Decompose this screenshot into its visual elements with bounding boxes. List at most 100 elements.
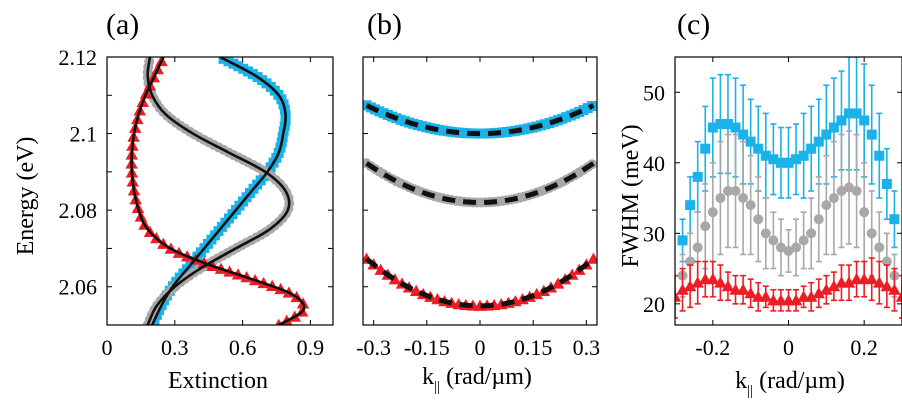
marker-c-cyan (813, 136, 824, 147)
marker-c-gray (760, 228, 771, 239)
marker-c-red (812, 287, 826, 299)
y-tick-label-c-3: 50 (643, 80, 665, 105)
y-tick-label-a-6: 2.12 (59, 45, 98, 70)
marker-c-red (676, 283, 689, 295)
marker-c-gray (692, 242, 703, 253)
x-tick-label-b-2: 0 (475, 335, 486, 360)
marker-c-gray (859, 207, 870, 218)
marker-c-red (744, 287, 757, 299)
marker-c-red (827, 279, 841, 292)
marker-c-gray (881, 256, 892, 267)
marker-c-cyan (791, 154, 802, 165)
x-tick-label-a-0: 0 (102, 335, 113, 360)
panel-label-c: (c) (677, 8, 710, 41)
marker-c-gray (828, 193, 839, 204)
marker-c-red (683, 279, 697, 292)
marker-c-cyan (881, 178, 892, 189)
marker-c-red (691, 276, 704, 288)
marker-c-gray (715, 193, 726, 204)
panel-a: 0 0.3 0.6 0.9 2.06 2.08 2.1 2.12 (59, 45, 334, 360)
marker-c-red (888, 283, 901, 295)
marker-c-cyan (798, 150, 809, 161)
marker-c-cyan (700, 143, 711, 154)
marker-b-red (551, 277, 565, 289)
marker-c-cyan (806, 143, 817, 154)
marker-c-cyan (753, 143, 764, 154)
marker-c-red (675, 290, 682, 302)
marker-c-red (804, 290, 818, 302)
marker-c-gray (753, 214, 764, 225)
marker-c-cyan (692, 171, 703, 182)
marker-c-gray (821, 200, 832, 211)
marker-c-gray (851, 186, 862, 196)
x-axis-title-b-unit: (rad/µm) (446, 364, 532, 390)
marker-c-gray (791, 242, 802, 253)
marker-c-gray (783, 245, 794, 256)
marker-c-red (895, 290, 902, 302)
marker-c-gray (866, 228, 877, 239)
fit-line-b-gray (365, 161, 595, 205)
marker-c-cyan (859, 115, 870, 126)
marker-c-cyan (874, 150, 885, 161)
marker-c-cyan (866, 129, 877, 140)
marker-a-cyan (218, 57, 229, 64)
marker-c-red (706, 272, 720, 285)
fit-line-b-red (364, 256, 596, 309)
marker-c-cyan (851, 108, 862, 119)
y-tick-label-c-0: 20 (643, 292, 665, 317)
fit-line-a-gray (146, 57, 291, 325)
marker-c-cyan (775, 157, 786, 168)
marker-c-cyan (836, 115, 847, 126)
marker-c-cyan (844, 108, 855, 119)
x-tick-label-c-0: -0.2 (695, 335, 730, 360)
panel-label-b: (b) (367, 8, 402, 41)
y-axis-title-c: FWHM (meV) (618, 124, 644, 267)
marker-c-gray (685, 256, 696, 267)
plot-area-c (675, 57, 902, 319)
y-tick-label-a-2: 2.08 (59, 198, 98, 223)
marker-c-gray (738, 193, 749, 204)
x-tick-label-b-4: 0.3 (573, 335, 601, 360)
marker-c-gray (722, 186, 733, 196)
marker-c-red (789, 294, 803, 306)
marker-c-gray (813, 214, 824, 225)
marker-c-red (736, 283, 750, 295)
marker-c-red (842, 276, 856, 288)
x-tick-label-a-1: 0.3 (161, 335, 189, 360)
plot-area-b (363, 100, 597, 311)
marker-c-gray (745, 200, 756, 211)
x-tick-label-b-1: -0.15 (404, 335, 450, 360)
x-axis-title-b-sub: || (434, 379, 440, 395)
panel-c: -0.2 0 0.2 20 30 40 50 (643, 56, 902, 360)
x-axis-title-c: k|| (rad/µm) (735, 368, 845, 399)
marker-c-cyan (768, 154, 779, 165)
x-tick-label-a-3: 0.9 (297, 335, 325, 360)
x-axis-title-c-sub: || (747, 383, 753, 399)
fit-line-a-red (130, 57, 306, 325)
x-tick-label-b-3: 0.15 (514, 335, 553, 360)
panel-b: -0.3 -0.15 0 0.15 0.3 (356, 56, 601, 360)
marker-c-cyan (821, 129, 832, 140)
marker-c-gray (844, 182, 855, 193)
y-tick-label-c-2: 40 (643, 151, 665, 176)
marker-c-gray (798, 235, 809, 246)
marker-c-cyan (730, 122, 741, 133)
marker-c-cyan (889, 214, 900, 225)
marker-c-gray (768, 235, 779, 246)
x-axis-title-a: Extinction (168, 368, 268, 394)
marker-c-cyan (715, 119, 726, 129)
marker-c-red (873, 276, 886, 288)
fit-line-b-cyan (365, 103, 595, 137)
plot-frame-a (106, 56, 334, 326)
marker-c-red (714, 276, 727, 288)
marker-b-red (587, 252, 597, 264)
marker-c-gray (836, 186, 847, 196)
x-tick-label-c-1: 0 (783, 335, 794, 360)
marker-c-cyan (738, 129, 749, 140)
x-axis-title-b: k|| (rad/µm) (422, 364, 532, 395)
marker-c-gray (730, 186, 741, 196)
marker-c-cyan (745, 136, 756, 147)
marker-c-cyan (828, 122, 839, 133)
marker-c-gray (806, 228, 817, 239)
